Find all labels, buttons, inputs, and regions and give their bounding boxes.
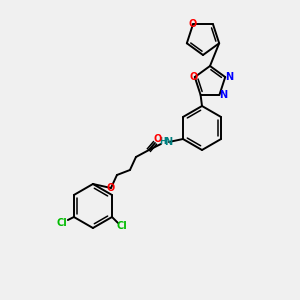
Text: N: N — [164, 137, 172, 147]
Text: O: O — [189, 19, 197, 29]
Text: Cl: Cl — [117, 221, 128, 231]
Text: Cl: Cl — [56, 218, 67, 228]
Text: O: O — [190, 72, 198, 82]
Text: H: H — [160, 136, 167, 146]
Text: N: N — [225, 72, 233, 82]
Text: N: N — [219, 90, 227, 100]
Text: O: O — [154, 134, 162, 144]
Text: O: O — [107, 183, 115, 193]
